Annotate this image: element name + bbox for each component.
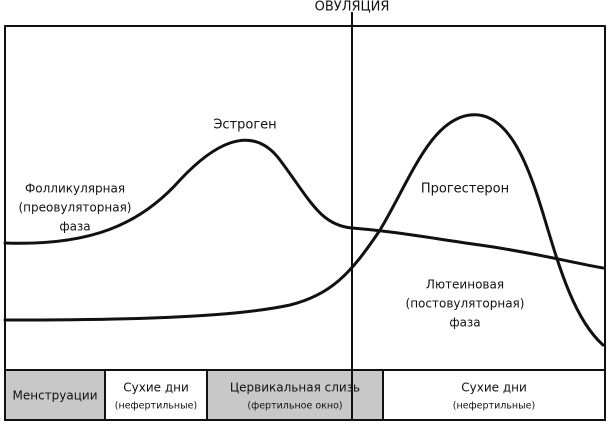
phase-bar-note: (фертильное окно) — [247, 401, 342, 412]
phase-box — [104, 369, 208, 421]
phase-label: фаза — [59, 220, 90, 234]
phase-box — [206, 369, 384, 421]
progesterone-curve — [3, 113, 605, 347]
phase-bar-label: Менструации — [12, 389, 97, 403]
phase-bar-note: (нефертильные) — [115, 401, 197, 412]
progesterone-label: Прогестерон — [421, 182, 509, 197]
phase-label: фаза — [449, 316, 480, 330]
frame — [4, 25, 606, 421]
estrogen-curve — [3, 138, 605, 270]
phase-label: (преовуляторная) — [19, 201, 132, 215]
estrogen-label: Эстроген — [213, 118, 276, 133]
phase-label: Фолликулярная — [25, 182, 125, 196]
phase-bar-label: Сухие дни — [461, 381, 527, 395]
phase-box — [4, 369, 106, 421]
phase-label: Лютеиновая — [426, 278, 504, 292]
ovulation-label: ОВУЛЯЦИЯ — [315, 0, 390, 15]
phase-label: (постовуляторная) — [406, 297, 525, 311]
phase-bar-note: (нефертильные) — [453, 401, 535, 412]
phase-bar-label: Сухие дни — [123, 381, 189, 395]
phase-box — [382, 369, 606, 421]
phase-bar-label: Цервикальная слизь — [230, 381, 360, 395]
